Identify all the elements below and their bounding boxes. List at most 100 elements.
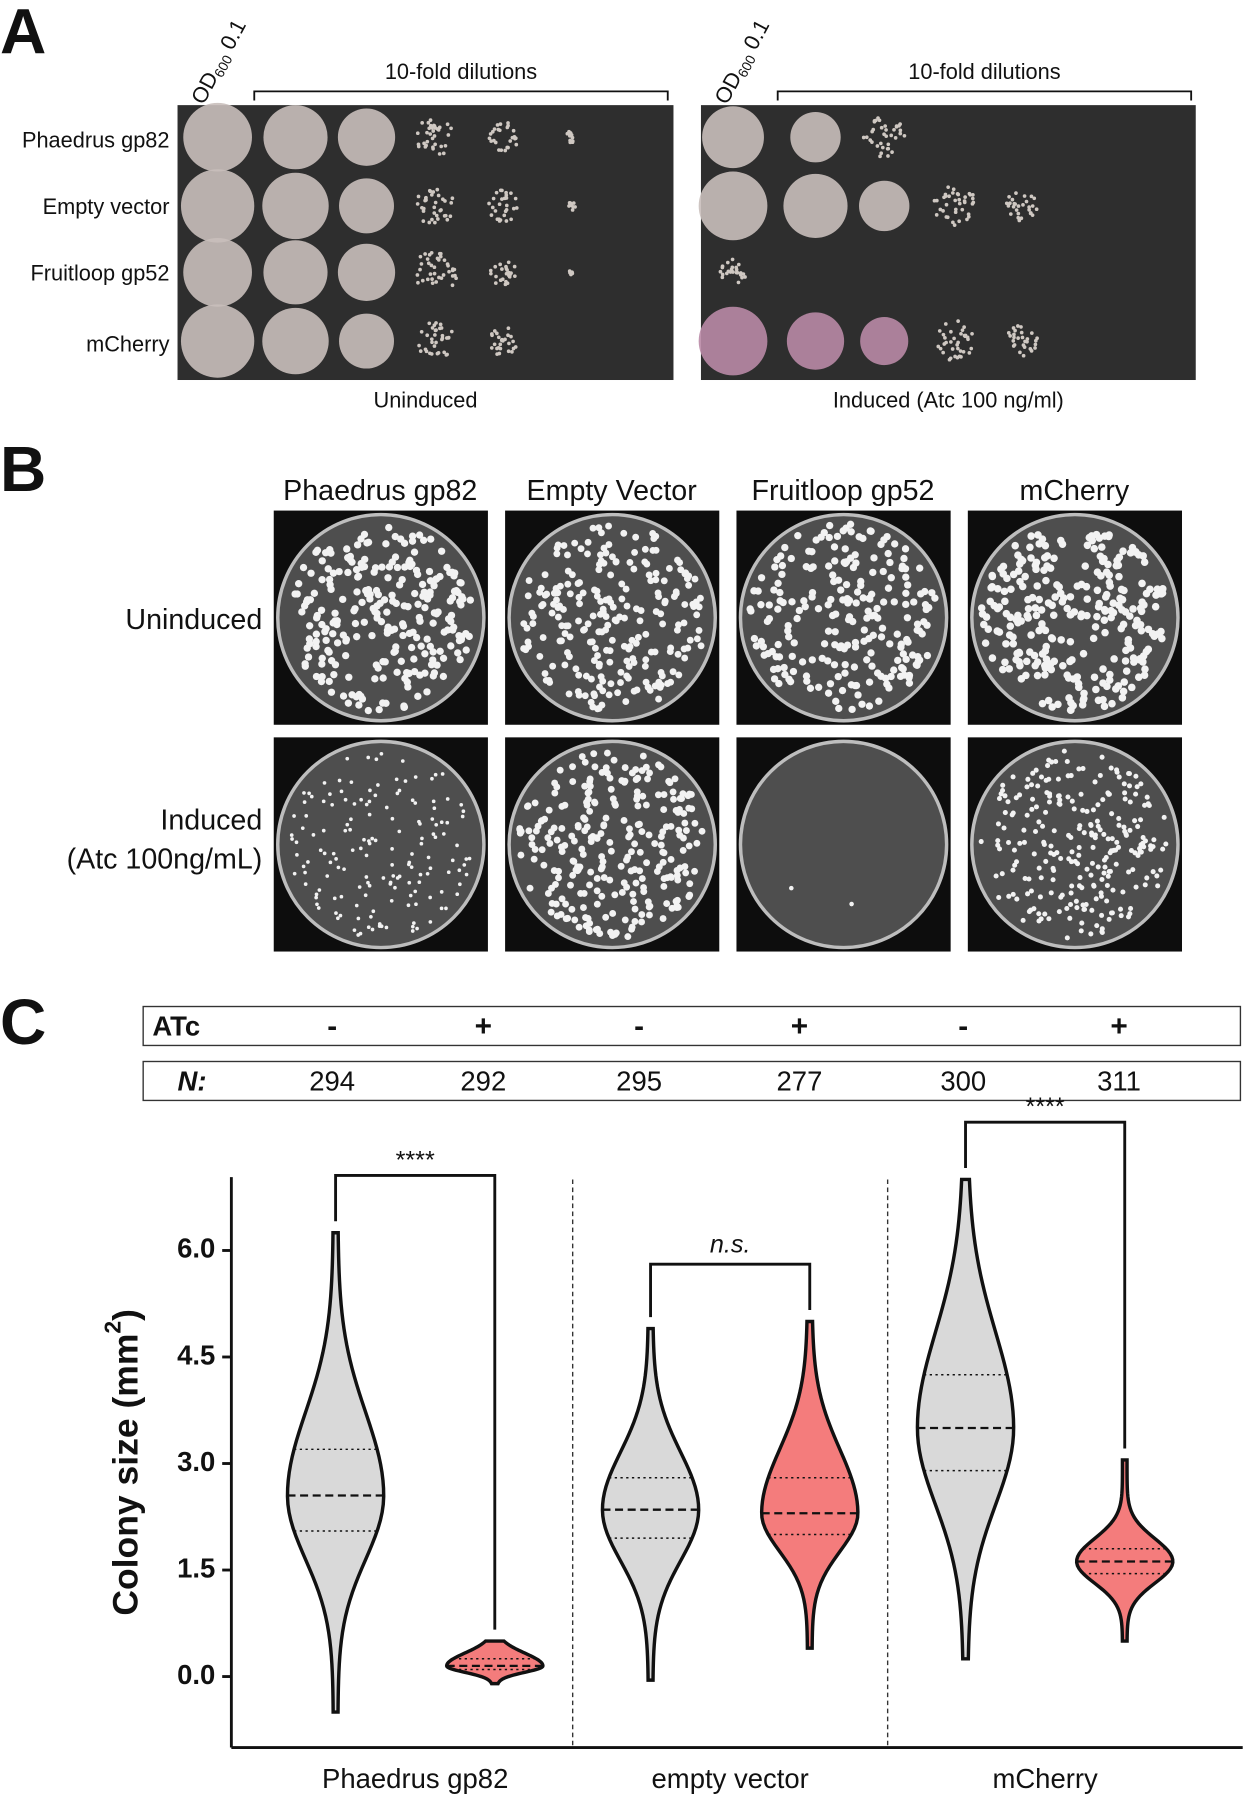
- colony: [548, 884, 555, 892]
- colony: [1059, 594, 1068, 602]
- colony: [504, 207, 509, 212]
- colony: [377, 922, 382, 926]
- colony: [438, 322, 443, 327]
- colony: [339, 595, 347, 604]
- colony: [432, 806, 437, 811]
- colony: [736, 262, 741, 267]
- colony: [498, 342, 503, 347]
- colony: [593, 587, 601, 595]
- colony: [561, 661, 569, 669]
- colony: [428, 272, 433, 276]
- colony: [641, 545, 649, 553]
- colony: [391, 532, 399, 541]
- colony: [673, 867, 681, 874]
- colony: [408, 537, 417, 545]
- colony: [864, 135, 869, 140]
- colony: [602, 549, 610, 557]
- colony: [1077, 580, 1086, 589]
- spot: [262, 307, 329, 375]
- colony: [489, 213, 494, 217]
- colony: [655, 695, 663, 703]
- colony: [1012, 332, 1016, 337]
- spot: [263, 105, 328, 170]
- colony: [304, 653, 313, 661]
- colony: [309, 794, 314, 799]
- colony: [517, 851, 525, 859]
- colony: [1064, 906, 1070, 912]
- plate-photo: [177, 105, 674, 381]
- colony: [644, 898, 652, 906]
- colony: [628, 769, 636, 777]
- colony: [528, 834, 536, 842]
- colony: [988, 654, 997, 662]
- colony: [1036, 819, 1042, 825]
- colony: [1029, 194, 1034, 199]
- colony: [771, 563, 779, 571]
- colony: [506, 123, 510, 128]
- colony: [390, 847, 394, 851]
- colony: [579, 589, 587, 597]
- spot: [786, 312, 845, 370]
- colony: [503, 282, 508, 287]
- colony: [740, 275, 744, 280]
- colony: [329, 569, 338, 577]
- colony: [941, 332, 946, 337]
- colony: [433, 661, 441, 669]
- colony: [1137, 626, 1146, 635]
- colony: [570, 858, 578, 865]
- y-axis-label: Colony size (mm2): [100, 1309, 146, 1616]
- colony: [525, 577, 533, 584]
- colony: [513, 196, 518, 201]
- colony: [1088, 872, 1094, 878]
- colony: [967, 351, 972, 355]
- colony: [432, 205, 437, 210]
- colony: [597, 529, 605, 537]
- colony: [345, 822, 350, 827]
- colony: [738, 272, 743, 277]
- colony: [366, 925, 371, 930]
- colony: [731, 270, 735, 274]
- colony: [877, 633, 886, 641]
- colony: [1007, 585, 1015, 594]
- y-tick-label: 1.5: [177, 1552, 215, 1583]
- colony: [302, 791, 306, 795]
- colony: [859, 594, 867, 602]
- colony: [529, 620, 537, 628]
- colony: [1101, 857, 1108, 863]
- colony: [949, 329, 953, 334]
- colony: [564, 580, 572, 588]
- colony: [1000, 787, 1006, 794]
- od-label: OD600 0.1: [186, 15, 253, 109]
- colony: [1054, 700, 1062, 709]
- colony: [438, 208, 443, 213]
- colony: [394, 777, 399, 782]
- colony: [865, 678, 874, 686]
- row-label: mCherry: [86, 331, 170, 356]
- colony: [400, 602, 408, 610]
- spot: [180, 304, 255, 378]
- colony: [586, 775, 594, 783]
- colony: [425, 257, 430, 261]
- colony: [412, 566, 421, 575]
- colony: [905, 679, 914, 687]
- colony: [652, 546, 660, 554]
- colony: [1012, 862, 1018, 868]
- colony: [393, 885, 397, 890]
- colony: [931, 594, 939, 602]
- colony: [382, 540, 390, 548]
- colony: [1064, 935, 1070, 941]
- colony: [322, 636, 330, 645]
- colony: [584, 620, 592, 628]
- colony: [1010, 197, 1015, 202]
- colony: [436, 217, 440, 221]
- colony: [465, 632, 473, 641]
- colony: [1033, 658, 1042, 666]
- colony: [857, 581, 865, 590]
- colony: [569, 763, 576, 771]
- colony: [385, 563, 394, 571]
- petri-dish: [738, 739, 949, 950]
- colony: [1090, 673, 1099, 682]
- colony: [1089, 634, 1098, 643]
- colony: [400, 759, 405, 763]
- colony: [904, 581, 912, 589]
